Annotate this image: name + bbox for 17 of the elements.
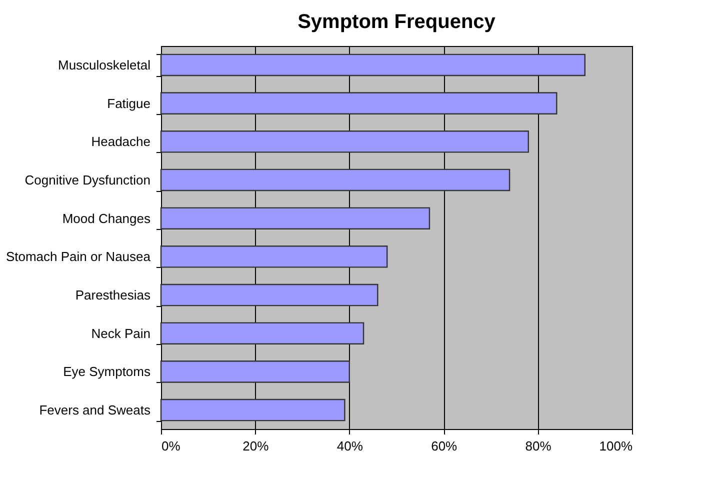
x-tick-label: 0% [162,438,181,454]
x-tick-label: 80% [525,438,552,454]
x-tick-label: 40% [336,438,364,454]
chart-title: Symptom Frequency [298,11,496,33]
y-tick-label: Eye Symptoms [63,364,151,380]
y-tick-label: Musculoskeletal [58,57,151,72]
x-tick-label: 60% [431,438,458,454]
y-tick-label: Neck Pain [91,326,150,341]
y-tick-label: Stomach Pain or Nausea [6,249,152,264]
y-tick-label: Cognitive Dysfunction [24,172,150,188]
y-tick-label: Mood Changes [62,210,151,226]
y-tick-label: Fevers and Sweats [39,402,151,418]
x-tick-label: 100% [599,438,633,454]
x-tick-label: 20% [242,438,270,454]
y-tick-label: Paresthesias [75,288,151,303]
y-tick-label: Fatigue [107,96,150,111]
y-tick-label: Headache [91,134,150,150]
